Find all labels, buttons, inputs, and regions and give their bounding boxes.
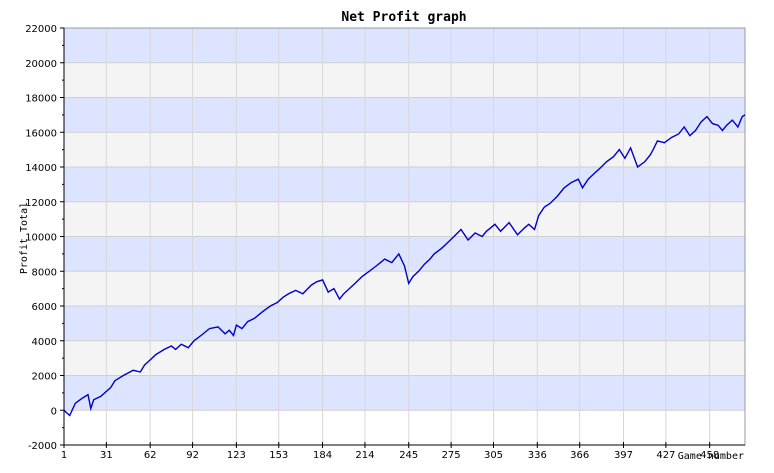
plot-band bbox=[64, 340, 745, 376]
plot-band bbox=[64, 97, 745, 133]
y-tick-label: 14000 bbox=[25, 163, 57, 174]
x-tick-label: 214 bbox=[355, 450, 374, 461]
y-tick-label: 16000 bbox=[25, 128, 57, 139]
plot-band bbox=[64, 410, 745, 445]
plot-background-bands bbox=[64, 28, 745, 445]
series-line-profit bbox=[63, 114, 746, 417]
grid-lines bbox=[63, 27, 745, 446]
x-tick-label: 123 bbox=[227, 450, 246, 461]
plot-band bbox=[64, 375, 745, 411]
y-tick-label: 12000 bbox=[25, 198, 57, 209]
plot-band bbox=[64, 28, 745, 63]
y-tick-label: 8000 bbox=[32, 267, 57, 278]
x-tick-label: 336 bbox=[528, 450, 547, 461]
plot-band bbox=[64, 306, 745, 341]
x-tick-label: 31 bbox=[100, 450, 113, 461]
plot-band bbox=[64, 167, 745, 202]
y-tick-label: 18000 bbox=[25, 94, 57, 105]
y-tick-label: 0 bbox=[51, 406, 57, 417]
plot-band bbox=[64, 271, 745, 306]
y-tick-label: 22000 bbox=[25, 24, 57, 35]
y-axis-ticks: -2000 0 2000 4000 6000 8000 10000 12000 14000 160… bbox=[25, 24, 64, 452]
y-tick-label: 2000 bbox=[32, 372, 57, 383]
plot-band bbox=[64, 62, 745, 98]
plot-band bbox=[64, 201, 745, 237]
x-tick-label: 62 bbox=[144, 450, 157, 461]
x-axis-title: Game number bbox=[678, 451, 744, 462]
y-tick-label: 10000 bbox=[25, 233, 57, 244]
x-tick-label: 184 bbox=[313, 450, 332, 461]
x-tick-label: 305 bbox=[484, 450, 503, 461]
y-tick-label: -2000 bbox=[28, 441, 57, 452]
plot-band bbox=[64, 132, 745, 167]
x-tick-label: 397 bbox=[614, 450, 633, 461]
x-axis-ticks: 1 31 62 92 123 153 184 214 245 275 305 336 366 397 427… bbox=[61, 442, 719, 461]
x-tick-label: 92 bbox=[186, 450, 199, 461]
x-tick-label: 275 bbox=[442, 450, 461, 461]
x-tick-label: 458 bbox=[700, 450, 719, 461]
y-axis-title: Profit Total bbox=[19, 202, 30, 274]
x-tick-label: 1 bbox=[61, 450, 67, 461]
x-tick-label: 153 bbox=[269, 450, 288, 461]
y-tick-label: 4000 bbox=[32, 337, 57, 348]
y-tick-label: 6000 bbox=[32, 302, 57, 313]
x-tick-label: 427 bbox=[656, 450, 675, 461]
chart-title: Net Profit graph bbox=[341, 10, 466, 25]
x-tick-label: 245 bbox=[399, 450, 418, 461]
y-tick-label: 20000 bbox=[25, 59, 57, 70]
x-tick-label: 366 bbox=[570, 450, 589, 461]
